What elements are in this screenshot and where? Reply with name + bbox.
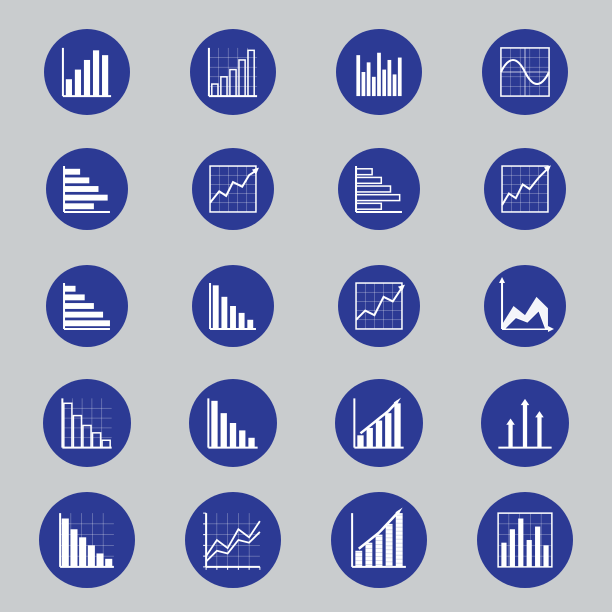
icon-cell	[320, 139, 438, 238]
bar-grid-wide-icon	[477, 492, 573, 588]
line-frame-2-icon	[338, 265, 420, 347]
icon-cell	[174, 491, 292, 590]
arrows-up-icon	[481, 379, 569, 467]
icon-cell	[466, 256, 584, 355]
bar-desc-thin-grid-icon	[39, 492, 135, 588]
bar-desc-thick-icon	[189, 379, 277, 467]
bar-thin-many-icon	[336, 29, 422, 115]
icon-cell	[174, 374, 292, 473]
icon-cell	[466, 139, 584, 238]
multi-line-grid-icon	[185, 492, 281, 588]
bar-asc-outline-grid-icon	[190, 29, 276, 115]
icon-cell	[174, 22, 292, 121]
icon-cell	[466, 22, 584, 121]
bar-desc-outline-grid-icon	[43, 379, 131, 467]
icon-cell	[28, 256, 146, 355]
bar-asc-arrow-icon	[335, 379, 423, 467]
icon-cell	[28, 22, 146, 121]
icon-cell	[466, 374, 584, 473]
icon-cell	[320, 491, 438, 590]
icon-cell	[320, 256, 438, 355]
icon-cell	[174, 256, 292, 355]
wave-in-frame-icon	[482, 29, 568, 115]
bar-desc-solid-icon	[192, 265, 274, 347]
icon-cell	[28, 491, 146, 590]
icon-cell	[320, 374, 438, 473]
hbar-solid-icon	[46, 148, 128, 230]
line-up-grid-icon	[192, 148, 274, 230]
line-up-frame-icon	[484, 148, 566, 230]
icon-cell	[28, 139, 146, 238]
area-with-axes-icon	[484, 265, 566, 347]
icon-cell	[174, 139, 292, 238]
icon-cell	[466, 491, 584, 590]
icon-cell	[320, 22, 438, 121]
bar-asc-solid-icon	[44, 29, 130, 115]
hbar-outline-icon	[338, 148, 420, 230]
hbar-solid-step-icon	[46, 265, 128, 347]
bar-asc-arrow-big-icon	[331, 492, 427, 588]
icon-cell	[28, 374, 146, 473]
